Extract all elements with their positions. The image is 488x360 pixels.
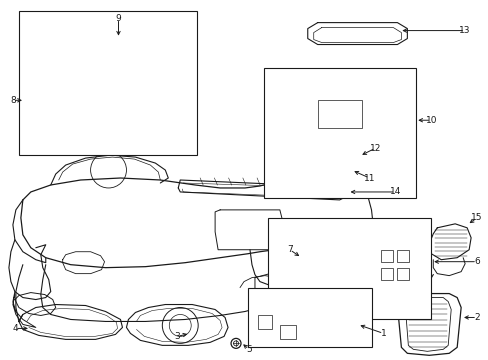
Bar bbox=[381, 250, 393, 262]
Text: 11: 11 bbox=[363, 174, 374, 183]
Text: 8: 8 bbox=[10, 96, 16, 105]
Text: 12: 12 bbox=[369, 144, 381, 153]
Text: 3: 3 bbox=[174, 332, 180, 341]
Bar bbox=[19, 11, 197, 155]
Text: 15: 15 bbox=[470, 213, 482, 222]
Text: 5: 5 bbox=[245, 345, 251, 354]
Text: 4: 4 bbox=[12, 324, 18, 333]
Bar bbox=[397, 268, 408, 280]
Bar bbox=[279, 325, 295, 339]
Bar bbox=[247, 288, 371, 347]
Bar bbox=[397, 250, 408, 262]
Bar bbox=[264, 68, 415, 198]
Text: 1: 1 bbox=[380, 329, 386, 338]
Text: 14: 14 bbox=[389, 188, 400, 197]
Bar bbox=[267, 218, 430, 319]
Bar bbox=[258, 315, 271, 329]
Text: 10: 10 bbox=[425, 116, 436, 125]
Text: 7: 7 bbox=[286, 245, 292, 254]
Text: 6: 6 bbox=[473, 257, 479, 266]
Bar bbox=[317, 100, 361, 128]
Bar bbox=[381, 268, 393, 280]
Text: 13: 13 bbox=[458, 26, 470, 35]
Text: 2: 2 bbox=[473, 313, 479, 322]
Text: 9: 9 bbox=[115, 14, 121, 23]
